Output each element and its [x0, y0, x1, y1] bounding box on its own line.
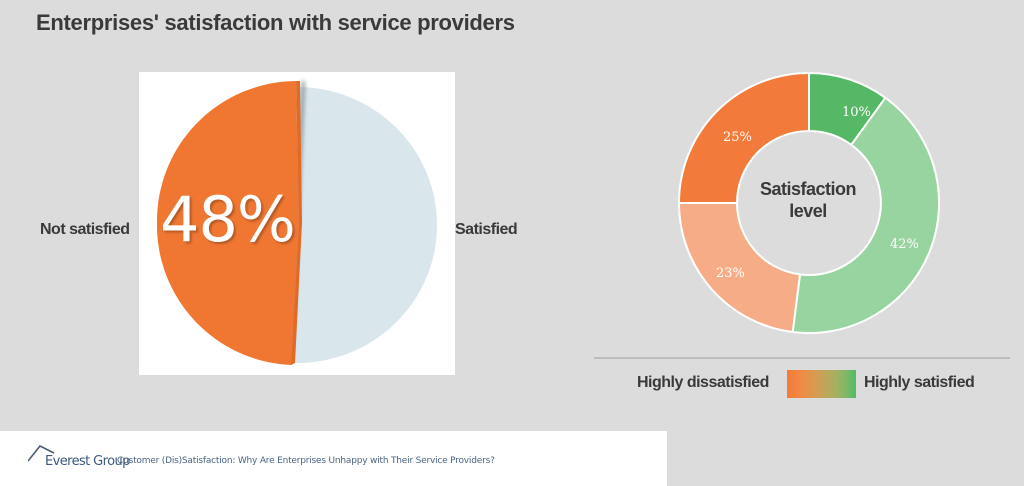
- page-title: Enterprises' satisfaction with service p…: [36, 10, 515, 35]
- pie-chart-panel: [139, 72, 455, 375]
- pie-chart: [156, 80, 437, 365]
- donut-center-line1: Satisfaction: [759, 179, 857, 199]
- donut-chart: 10% 42% 23% 25%: [678, 72, 940, 334]
- donut-center-line2: level: [789, 201, 827, 221]
- legend-divider: [594, 357, 1010, 359]
- donut-center-label: Satisfaction level: [733, 178, 883, 222]
- donut-label-23: 23%: [716, 266, 745, 281]
- everest-mountain-logo-icon: [28, 444, 55, 462]
- pie-slice-not-satisfied: [156, 81, 299, 365]
- donut-label-25: 25%: [723, 130, 752, 145]
- footer-brand: Everest Group: [45, 454, 130, 469]
- satisfied-label: Satisfied: [455, 221, 518, 238]
- source-footer: Everest Group Customer (Dis)Satisfaction…: [0, 431, 667, 486]
- legend-highly-satisfied: Highly satisfied: [864, 374, 975, 391]
- pie-percentage-label: 48%: [160, 183, 296, 256]
- donut-segment-42: [791, 96, 940, 334]
- footer-caption: Customer (Dis)Satisfaction: Why Are Ente…: [117, 456, 495, 466]
- legend-highly-dissatisfied: Highly dissatisfied: [637, 374, 769, 391]
- not-satisfied-label: Not satisfied: [40, 221, 130, 238]
- donut-label-10: 10%: [842, 105, 871, 120]
- donut-label-42: 42%: [890, 237, 919, 252]
- donut-segment-25: [678, 72, 810, 204]
- donut-segment-23: [678, 202, 802, 334]
- legend-gradient-bar: [787, 370, 856, 398]
